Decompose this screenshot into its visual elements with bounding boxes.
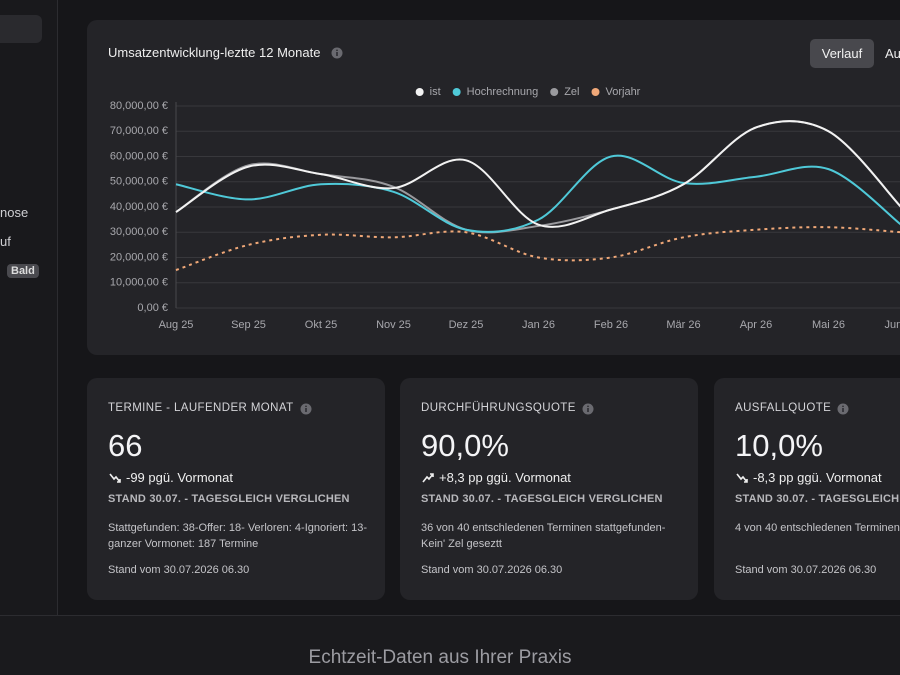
kpi-value: 66 [108,428,143,463]
y-tick-label: 0,00 € [137,302,168,314]
badge: Bald [7,264,39,278]
footer [0,615,900,675]
tab-button[interactable]: Verlauf [810,39,874,68]
sidebar [0,0,58,615]
legend-dot [550,88,559,96]
legend-dot [452,88,461,96]
kpi-description: 4 von 40 entschledenen Terminen Zell ges… [735,522,900,534]
legend-item: Zel [550,86,579,98]
y-tick-label: 60,000,00 € [110,150,168,162]
y-tick-label: 40,000,00 € [110,201,168,213]
legend-label: Zel [564,86,579,98]
series-line [175,120,900,234]
trend-icon [736,473,748,483]
chart: 0,00 € 10,000,00 € 20,000,00 € 30,000,00 € 4… [110,86,900,331]
kpi-stand: STAND 30.07. - TAGESGLEICH VERGLICHEN [108,493,350,505]
kpi-card: TERMINE - LAUFENDER MONAT 66 -99 pgü. Vorm… [87,378,385,600]
legend-item: ist [415,86,441,98]
kpi-title: AUSFALLQUOTE [735,402,832,414]
kpi-description: Stattgefunden: 38-Offer: 18- Verloren: 4… [108,522,368,550]
sidebar-item[interactable]: uf [0,234,11,249]
series-line [175,226,900,272]
y-tick-label: 50,000,00 € [110,176,168,188]
y-tick-label: 30,000,00 € [110,226,168,238]
info-icon[interactable] [582,403,594,415]
kpi-stand: STAND 30.07. - TAGESGLEICH VERGLICHEN [421,493,663,505]
footer-text: Echtzeit-Daten aus Ihrer Praxis [308,647,572,668]
kpi-change: -8,3 pp ggü. Vormonat [753,470,882,485]
y-tick-label: 10,000,00 € [110,277,168,289]
kpi-timestamp: Stand vom 30.07.2026 06.30 [421,564,563,576]
kpi-title: DURCHFÜHRUNGSQUOTE [421,402,576,414]
kpi-timestamp: Stand vom 30.07.2026 06.30 [735,564,877,576]
y-tick-label: 70,000,00 € [110,125,168,137]
sidebar-item[interactable]: nose [0,205,29,220]
legend-label: Hochrechnung [467,86,539,98]
legend: ist Hochrechnung Zel Vorjahr [415,86,641,98]
kpi-change: -99 pgü. Vormonat [126,470,233,485]
kpi-value: 90,0% [421,428,509,463]
legend-label: Vorjahr [605,86,640,98]
legend-dot [415,88,424,96]
x-tick-label: Aug 25 [159,319,194,331]
info-icon[interactable] [837,403,849,415]
sidebar-selected[interactable] [0,15,42,43]
legend-item: Vorjahr [591,86,641,98]
kpi-stand: STAND 30.07. - TAGESGLEICH VERGLICHEN [735,493,900,505]
x-tick-label: Mai 26 [812,319,845,331]
tab-button[interactable]: Au [885,46,900,61]
x-tick-label: Mär 26 [666,319,700,331]
kpi-title: TERMINE - LAUFENDER MONAT [108,402,294,414]
legend-item: Hochrechnung [452,86,539,98]
kpi-card: AUSFALLQUOTE 10,0% -8,3 pp ggü. Vormonat ST… [714,378,900,600]
x-tick-label: Jun 26 [884,319,900,331]
trend-icon [422,473,434,483]
legend-label: ist [430,86,441,98]
x-tick-label: Feb 26 [594,319,628,331]
kpi-value: 10,0% [735,428,823,463]
x-tick-label: Nov 25 [376,319,411,331]
kpi-description: 36 von 40 entschledenen Terminen stattge… [421,522,666,550]
series-line [175,120,900,228]
kpi-card: DURCHFÜHRUNGSQUOTE 90,0% +8,3 pp ggü. Vorm… [400,378,698,600]
legend-dot [591,88,600,96]
kpi-timestamp: Stand vom 30.07.2026 06.30 [108,564,250,576]
kpi-change: +8,3 pp ggü. Vormonat [439,470,571,485]
y-tick-label: 80,000,00 € [110,100,168,112]
info-icon[interactable] [300,403,312,415]
series-line [175,154,900,233]
info-icon[interactable] [331,47,343,59]
chart-card [87,20,900,355]
x-tick-label: Sep 25 [231,319,266,331]
x-tick-label: Dez 25 [449,319,484,331]
chart-title: Umsatzentwicklung-leztte 12 Monate [108,45,321,60]
x-tick-label: Okt 25 [305,319,337,331]
x-tick-label: Apr 26 [740,319,772,331]
y-tick-label: 20,000,00 € [110,251,168,263]
trend-icon [109,473,121,483]
x-tick-label: Jan 26 [522,319,555,331]
